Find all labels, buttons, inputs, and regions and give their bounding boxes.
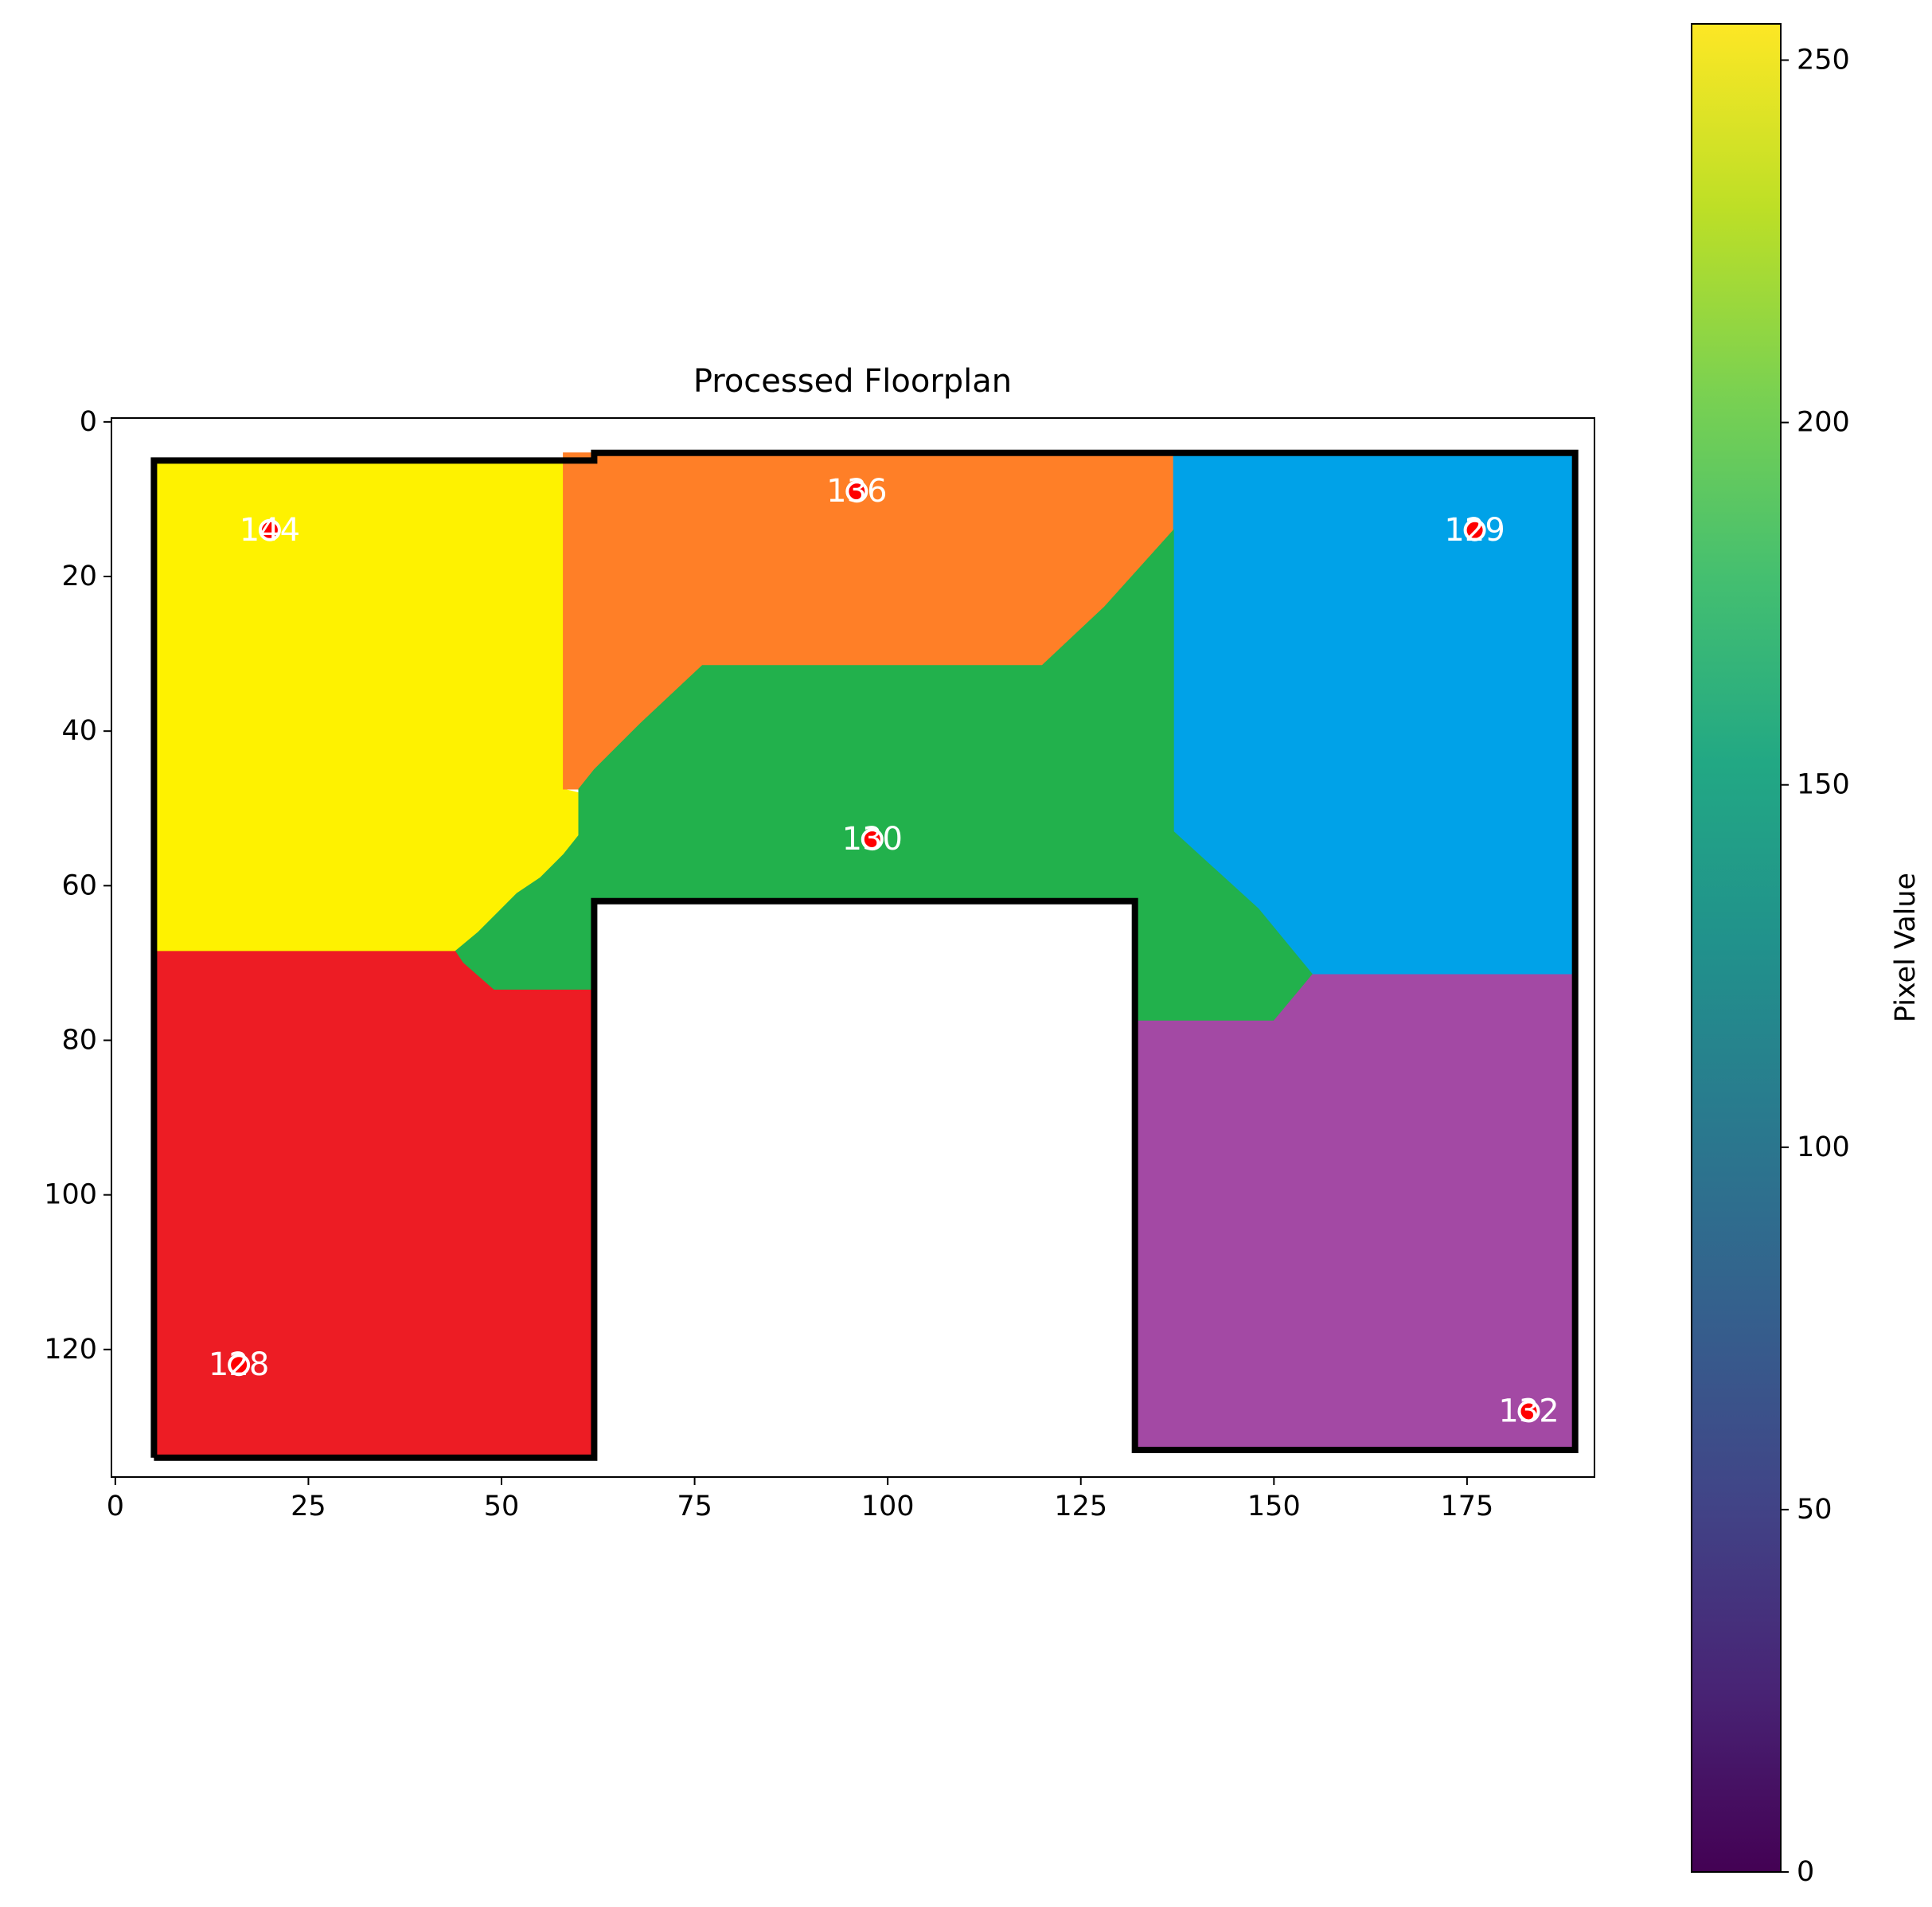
y-tick-label: 120 bbox=[44, 1334, 97, 1366]
colorbar-tick-label: 50 bbox=[1797, 1494, 1832, 1526]
chart-title: Processed Floorplan bbox=[693, 363, 1012, 400]
plot-area: 144 136 129 130 128 132 0 25 50 75 100 125 150 175 0… bbox=[44, 406, 1595, 1522]
colorbar-tick-label: 200 bbox=[1797, 407, 1850, 439]
colorbar: 0 50 100 150 200 250 Pixel Value bbox=[1691, 23, 1922, 1888]
marker-label-144: 144 bbox=[240, 512, 300, 549]
y-tick-label: 60 bbox=[61, 869, 97, 901]
floorplan-outline bbox=[150, 449, 1579, 1461]
y-tick-label: 100 bbox=[44, 1179, 97, 1211]
colorbar-gradient bbox=[1691, 23, 1782, 1873]
marker-132 bbox=[1517, 1400, 1540, 1423]
x-tick-label: 25 bbox=[291, 1491, 326, 1522]
marker-label-136: 136 bbox=[826, 473, 887, 510]
marker-label-130: 130 bbox=[842, 821, 903, 858]
x-axis: 0 25 50 75 100 125 150 175 bbox=[107, 1477, 1493, 1522]
marker-label-128: 128 bbox=[209, 1346, 269, 1383]
colorbar-tick-label: 0 bbox=[1797, 1856, 1814, 1888]
x-tick-label: 0 bbox=[107, 1491, 124, 1522]
region-132 bbox=[1134, 974, 1576, 1451]
y-tick-label: 0 bbox=[80, 406, 97, 438]
x-tick-label: 150 bbox=[1247, 1491, 1301, 1522]
x-tick-label: 75 bbox=[677, 1491, 712, 1522]
marker-label-132: 132 bbox=[1498, 1393, 1559, 1429]
colorbar-tick-label: 100 bbox=[1797, 1131, 1850, 1163]
y-tick-label: 40 bbox=[61, 715, 97, 747]
x-tick-label: 50 bbox=[484, 1491, 520, 1522]
y-axis: 0 20 40 60 80 100 120 bbox=[44, 406, 111, 1366]
room-markers: 144 136 129 130 128 132 bbox=[209, 473, 1559, 1429]
region-144 bbox=[153, 459, 580, 952]
y-tick-label: 80 bbox=[61, 1024, 97, 1056]
colorbar-label: Pixel Value bbox=[1890, 873, 1922, 1022]
marker-129 bbox=[1463, 518, 1486, 541]
y-tick-label: 20 bbox=[61, 561, 97, 592]
marker-144 bbox=[258, 518, 281, 541]
colorbar-ticks: 0 50 100 150 200 250 bbox=[1781, 45, 1850, 1888]
marker-136 bbox=[845, 480, 868, 503]
x-tick-label: 100 bbox=[861, 1491, 915, 1522]
marker-128 bbox=[228, 1354, 251, 1377]
plot-frame bbox=[111, 417, 1595, 1478]
colorbar-tick-label: 150 bbox=[1797, 769, 1850, 801]
x-tick-label: 125 bbox=[1054, 1491, 1107, 1522]
marker-label-129: 129 bbox=[1444, 512, 1505, 549]
colorbar-tick-label: 250 bbox=[1797, 45, 1850, 76]
x-tick-label: 175 bbox=[1440, 1491, 1493, 1522]
marker-130 bbox=[861, 828, 884, 851]
